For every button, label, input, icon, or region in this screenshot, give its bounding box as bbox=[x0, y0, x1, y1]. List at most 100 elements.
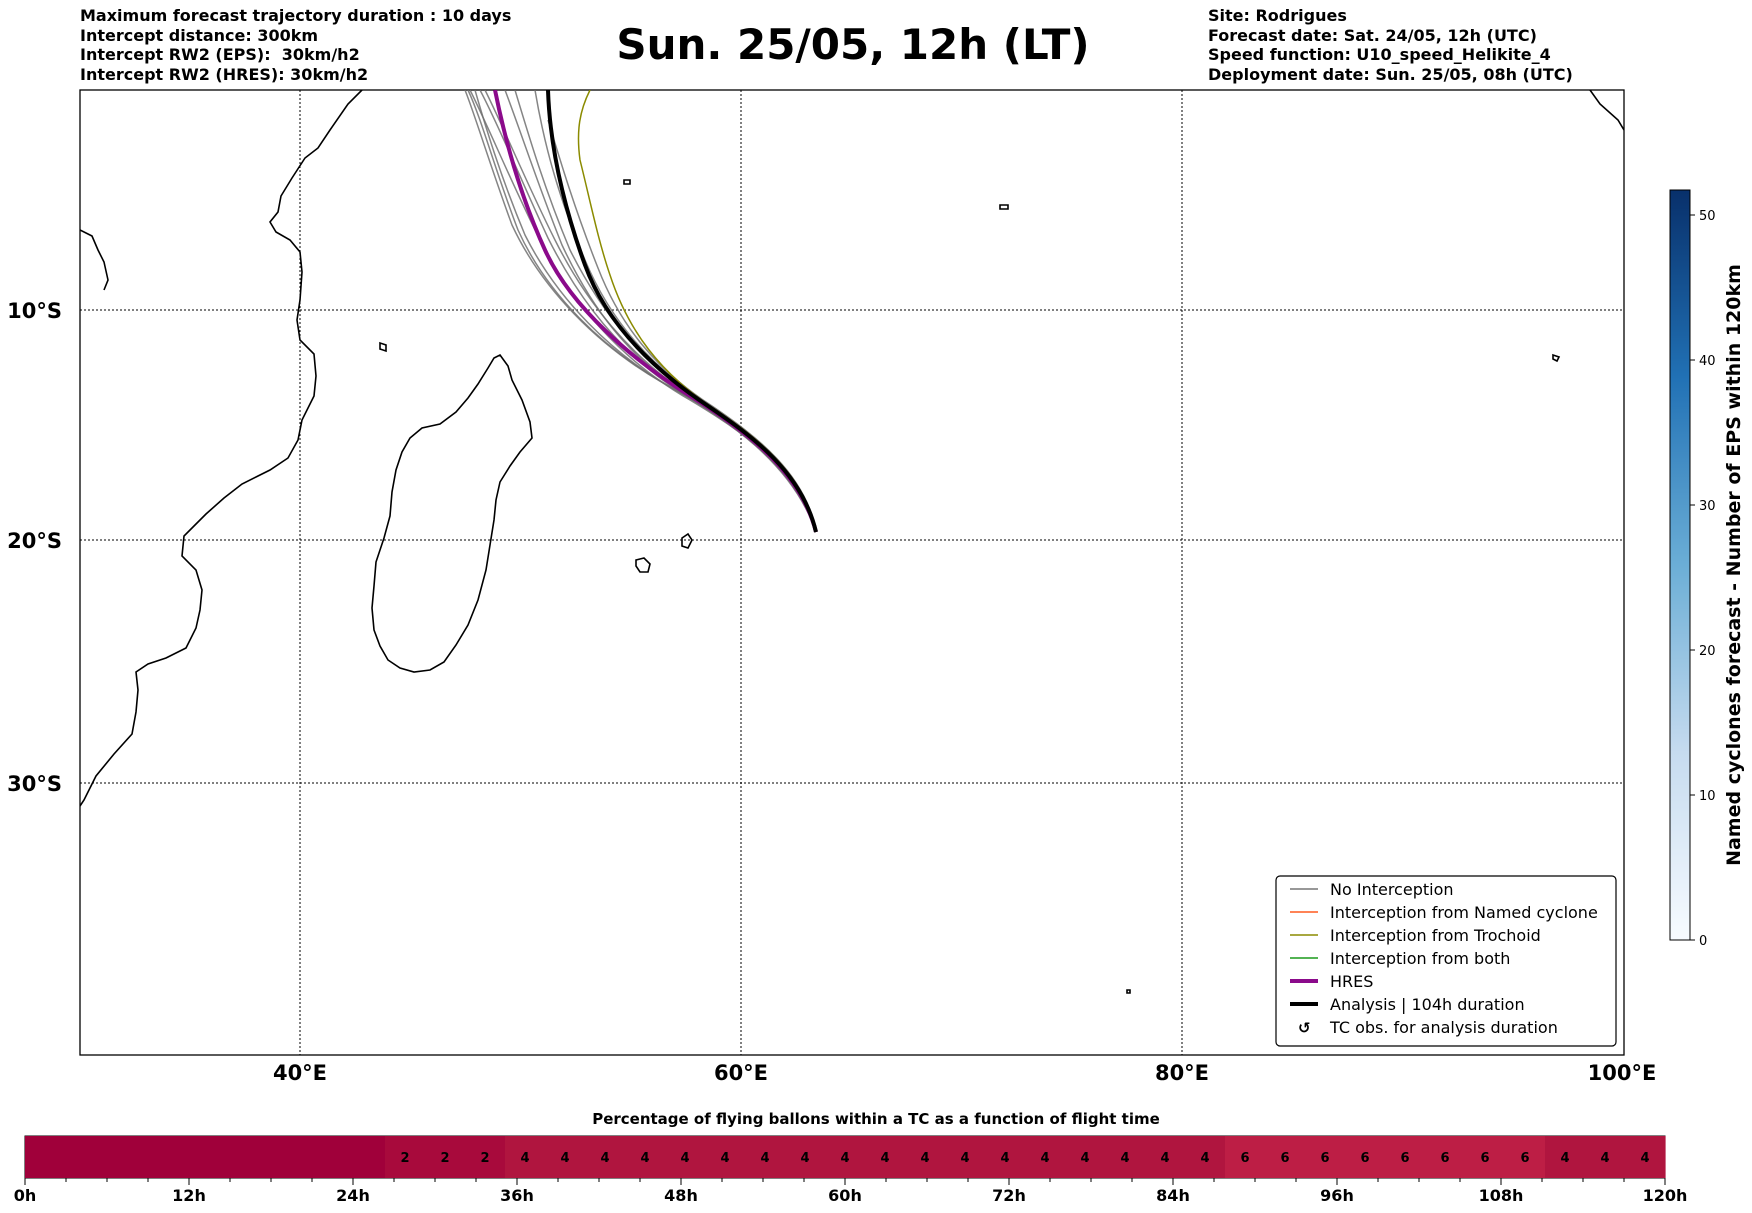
time-bar-cell-label: 4 bbox=[840, 1151, 849, 1166]
time-bar-cell-label: 6 bbox=[1280, 1151, 1289, 1166]
time-bar-cell bbox=[225, 1136, 266, 1178]
time-bar-cell bbox=[705, 1136, 746, 1178]
legend-label: Interception from both bbox=[1330, 949, 1510, 968]
time-bar-cell-label: 4 bbox=[880, 1151, 889, 1166]
time-bar-cell bbox=[1305, 1136, 1346, 1178]
time-bar-cell bbox=[1465, 1136, 1506, 1178]
time-bar-cell-label: 4 bbox=[600, 1151, 609, 1166]
colorbar-tick: 40 bbox=[1699, 354, 1716, 369]
legend-label: Analysis | 104h duration bbox=[1330, 995, 1525, 1014]
time-bar-cell-label: 2 bbox=[480, 1151, 489, 1166]
header-left-line: Maximum forecast trajectory duration : 1… bbox=[80, 6, 512, 25]
legend-label: No Interception bbox=[1330, 880, 1454, 899]
time-bar-cell bbox=[185, 1136, 226, 1178]
time-bar-cell-label: 4 bbox=[640, 1151, 649, 1166]
time-bar-cell bbox=[345, 1136, 386, 1178]
time-bar-cell-label: 6 bbox=[1400, 1151, 1409, 1166]
time-bar-cell bbox=[425, 1136, 466, 1178]
time-bar-cell-label: 4 bbox=[1560, 1151, 1569, 1166]
time-bar-cell-label: 4 bbox=[760, 1151, 769, 1166]
time-bar-cell-label: 4 bbox=[1600, 1151, 1609, 1166]
legend-box bbox=[1275, 875, 1617, 1047]
time-bar-title: Percentage of flying ballons within a TC… bbox=[592, 1110, 1160, 1128]
time-bar-cell-label: 4 bbox=[920, 1151, 929, 1166]
header-right-line: Forecast date: Sat. 24/05, 12h (UTC) bbox=[1208, 25, 1537, 45]
time-bar-cell bbox=[105, 1136, 146, 1178]
time-bar-cell-label: 4 bbox=[1200, 1151, 1209, 1166]
colorbar-label: Named cyclones forecast - Number of EPS … bbox=[1723, 264, 1745, 866]
time-bar-cell-label: 4 bbox=[1080, 1151, 1089, 1166]
legend-label: Interception from Named cyclone bbox=[1330, 903, 1598, 922]
time-bar-cell-label: 4 bbox=[960, 1151, 969, 1166]
time-bar-cell bbox=[1025, 1136, 1066, 1178]
time-bar-cell-label: 4 bbox=[1120, 1151, 1129, 1166]
header-left-line: Intercept distance: 300km bbox=[80, 25, 319, 45]
header-right-line: Speed function: U10_speed_Helikite_4 bbox=[1208, 45, 1551, 64]
time-bar-cell-label: 4 bbox=[1040, 1151, 1049, 1166]
time-bar-cell-label: 6 bbox=[1240, 1151, 1249, 1166]
reunion-island bbox=[635, 557, 651, 573]
time-bar-cell-label: 4 bbox=[800, 1151, 809, 1166]
rodrigues-island bbox=[1552, 353, 1561, 363]
time-bar-cell bbox=[585, 1136, 626, 1178]
time-bar-cell bbox=[1065, 1136, 1106, 1178]
somalia-coastline bbox=[80, 229, 109, 291]
time-bar-cell bbox=[1625, 1136, 1666, 1178]
time-bar-cell bbox=[825, 1136, 866, 1178]
colorbar-tick: 30 bbox=[1699, 499, 1716, 514]
analysis-trajectory bbox=[546, 90, 818, 533]
lat-label-30s: 30°S bbox=[7, 772, 62, 796]
legend: No Interception Interception from Named … bbox=[1275, 875, 1617, 1047]
comoros-island bbox=[379, 341, 387, 353]
time-bar-tick-label: 96h bbox=[1320, 1186, 1354, 1205]
time-bar-tick-label: 0h bbox=[14, 1186, 37, 1205]
time-bar-cell bbox=[505, 1136, 546, 1178]
time-bar-cell-label: 4 bbox=[720, 1151, 729, 1166]
time-bar-cell bbox=[1105, 1136, 1146, 1178]
colorbar: 0 10 20 30 40 50 Named cyclones forecast… bbox=[1669, 189, 1745, 949]
lat-label-20s: 20°S bbox=[7, 529, 62, 553]
time-bar: 2 2 2 4 4 4 4 4 4 4 4 4 4 4 4 4 4 4 4 4 4 6 6 6 6 6 6 6 6 4 4 4 0h 12h 24… bbox=[14, 1135, 1687, 1205]
time-bar-tick-label: 72h bbox=[992, 1186, 1026, 1205]
time-bar-cell bbox=[305, 1136, 346, 1178]
time-bar-cell-label: 6 bbox=[1480, 1151, 1489, 1166]
time-bar-cell bbox=[1425, 1136, 1466, 1178]
header-right-line: Site: Rodrigues bbox=[1208, 6, 1347, 25]
time-bar-cell bbox=[785, 1136, 826, 1178]
time-bar-cell bbox=[1345, 1136, 1386, 1178]
time-bar-tick-label: 36h bbox=[500, 1186, 534, 1205]
time-bar-cell bbox=[25, 1136, 66, 1178]
colorbar-tick: 10 bbox=[1699, 789, 1716, 804]
seychelles-island bbox=[623, 179, 631, 185]
time-bar-ticks: 0h 12h 24h 36h 48h 60h 72h 84h 96h 108h 120h bbox=[14, 1178, 1687, 1205]
time-bar-cell-label: 6 bbox=[1520, 1151, 1529, 1166]
time-bar-tick-label: 48h bbox=[664, 1186, 698, 1205]
colorbar-tick: 50 bbox=[1699, 209, 1716, 224]
time-bar-tick-label: 60h bbox=[828, 1186, 862, 1205]
mauritius-island bbox=[681, 532, 693, 549]
time-bar-cell bbox=[1505, 1136, 1546, 1178]
eps-trajectory bbox=[464, 90, 817, 533]
time-bar-cell-label: 6 bbox=[1440, 1151, 1449, 1166]
coastlines bbox=[80, 90, 1624, 994]
time-bar-cell bbox=[145, 1136, 186, 1178]
time-bar-cell bbox=[905, 1136, 946, 1178]
time-bar-cell bbox=[1265, 1136, 1306, 1178]
time-bar-cell-label: 4 bbox=[1160, 1151, 1169, 1166]
time-bar-tick-label: 108h bbox=[1479, 1186, 1524, 1205]
time-bar-cell bbox=[665, 1136, 706, 1178]
time-bar-cell-label: 4 bbox=[520, 1151, 529, 1166]
chagos-island bbox=[999, 204, 1009, 210]
madagascar-coastline bbox=[371, 353, 533, 673]
lat-label-10s: 10°S bbox=[7, 299, 62, 323]
time-bar-cell bbox=[945, 1136, 986, 1178]
time-bar-cell bbox=[465, 1136, 506, 1178]
colorbar-tick: 20 bbox=[1699, 644, 1716, 659]
time-bar-cell-label: 2 bbox=[400, 1151, 409, 1166]
time-bar-cell bbox=[545, 1136, 586, 1178]
time-bar-cell bbox=[985, 1136, 1026, 1178]
africa-coastline bbox=[80, 90, 363, 807]
header-left-line: Intercept RW2 (HRES): 30km/h2 bbox=[80, 64, 369, 84]
time-bar-cell-label: 6 bbox=[1320, 1151, 1329, 1166]
header-right-line: Deployment date: Sun. 25/05, 08h (UTC) bbox=[1208, 64, 1573, 84]
